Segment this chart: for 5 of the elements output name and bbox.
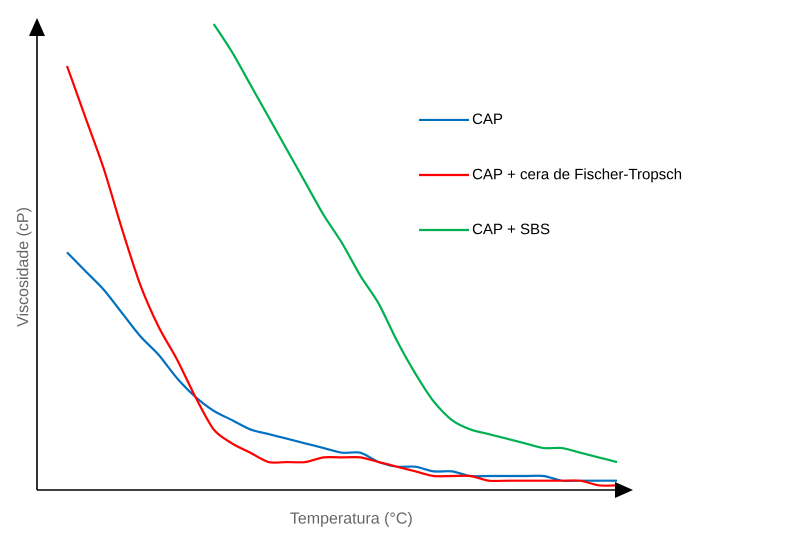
- legend-label: CAP + cera de Fischer-Tropsch: [472, 168, 682, 182]
- legend-label: CAP + SBS: [472, 224, 550, 234]
- legend-label: CAP: [472, 113, 502, 124]
- y-axis-title: Viscosidade (cP): [16, 208, 32, 327]
- x-axis-title: Temperatura (°C): [290, 512, 412, 527]
